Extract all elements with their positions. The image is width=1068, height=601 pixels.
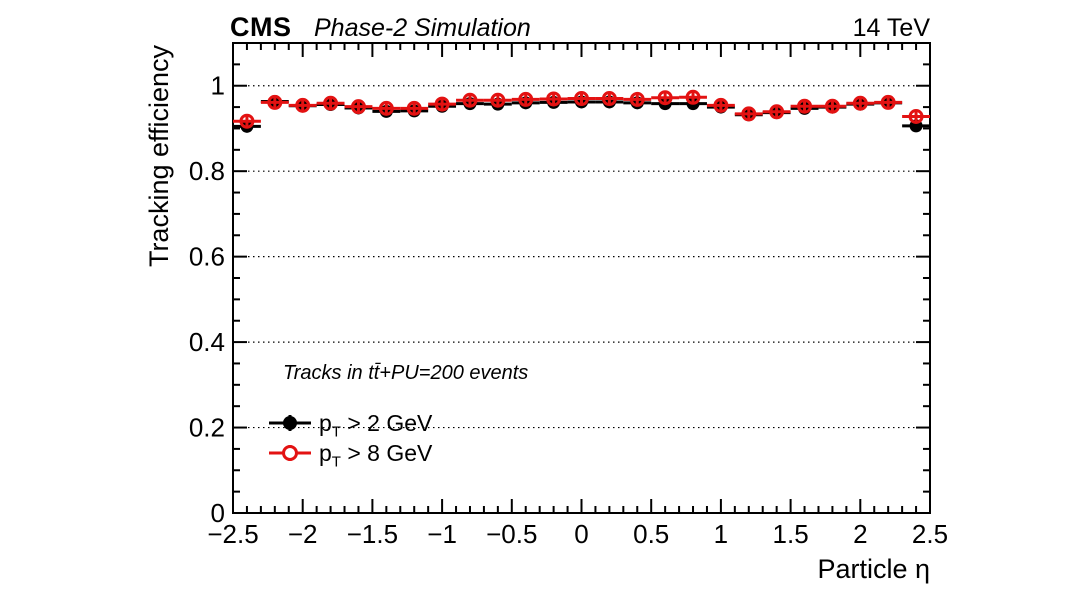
axis-ticks xyxy=(232,42,931,514)
x-axis-title: Particle η xyxy=(817,554,930,584)
svg-text:−1.5: −1.5 xyxy=(347,519,398,549)
svg-text:1: 1 xyxy=(714,519,728,549)
y-axis-title: Tracking efficiency xyxy=(144,44,174,268)
tick-labels: −2.5 −2 −1.5 −1 −0.5 0 0.5 1 1.5 2 2.5 0 0.2 0.4 0.6 0.… xyxy=(189,71,948,549)
data-point-marker xyxy=(601,91,617,107)
data-point-marker xyxy=(490,92,506,108)
svg-text:0.5: 0.5 xyxy=(633,519,669,549)
data-point-marker xyxy=(239,113,255,129)
legend-label-pt8: pT > 8 GeV xyxy=(319,439,433,471)
simulation-subtitle: Phase-2 Simulation xyxy=(314,14,531,42)
legend-marker-filled-circle-icon xyxy=(269,415,311,431)
data-point-marker xyxy=(546,91,562,107)
gridlines xyxy=(233,85,930,429)
data-point-marker xyxy=(741,106,757,122)
legend-note: Tracks in tt̄+PU=200 events xyxy=(283,362,529,384)
legend-marker-open-circle-icon xyxy=(269,445,311,461)
svg-text:−1: −1 xyxy=(427,519,457,549)
data-point-marker xyxy=(685,89,701,105)
data-point-marker xyxy=(518,91,534,107)
svg-text:0.4: 0.4 xyxy=(189,327,225,357)
data-point-marker xyxy=(323,95,339,111)
data-point-marker xyxy=(824,98,840,114)
legend-label-pt2: pT > 2 GeV xyxy=(319,409,433,441)
svg-text:−2.5: −2.5 xyxy=(207,519,258,549)
svg-text:0: 0 xyxy=(211,498,225,528)
data-point-marker xyxy=(713,97,729,113)
data-point-marker xyxy=(378,100,394,116)
svg-text:0: 0 xyxy=(574,519,588,549)
data-point-marker xyxy=(852,95,868,111)
data-point-marker xyxy=(295,97,311,113)
data-point-marker xyxy=(629,91,645,107)
data-point-marker xyxy=(908,108,924,124)
data-point-marker xyxy=(657,90,673,106)
legend-entry-pt8: pT > 8 GeV xyxy=(266,439,433,471)
svg-text:2: 2 xyxy=(853,519,867,549)
svg-text:−2: −2 xyxy=(288,519,318,549)
data-point-marker xyxy=(267,94,283,110)
svg-text:1: 1 xyxy=(211,71,225,101)
svg-text:0.8: 0.8 xyxy=(189,156,225,186)
data-point-marker xyxy=(769,104,785,120)
energy-label: 14 TeV xyxy=(852,14,930,42)
data-point-marker xyxy=(350,99,366,115)
data-point-marker xyxy=(462,92,478,108)
svg-text:0.6: 0.6 xyxy=(189,242,225,272)
svg-text:1.5: 1.5 xyxy=(773,519,809,549)
data-point-marker xyxy=(574,91,589,107)
data-point-marker xyxy=(880,94,896,110)
svg-text:0.2: 0.2 xyxy=(189,413,225,443)
data-point-marker xyxy=(406,100,422,116)
data-point-marker xyxy=(797,98,813,114)
svg-text:2.5: 2.5 xyxy=(912,519,948,549)
series-pt8 xyxy=(233,89,930,129)
data-point-marker xyxy=(434,96,450,112)
legend-entry-pt2: pT > 2 GeV xyxy=(266,409,433,441)
svg-text:−0.5: −0.5 xyxy=(486,519,537,549)
experiment-label: CMS xyxy=(230,12,292,42)
